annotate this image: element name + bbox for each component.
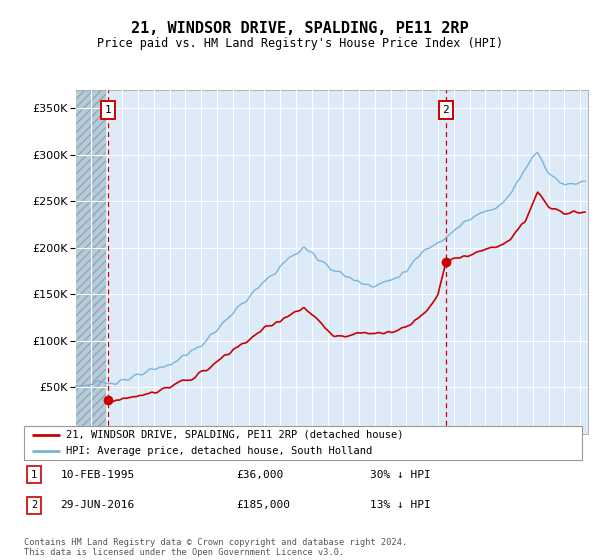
Text: 2: 2 <box>443 105 449 115</box>
Text: 21, WINDSOR DRIVE, SPALDING, PE11 2RP: 21, WINDSOR DRIVE, SPALDING, PE11 2RP <box>131 21 469 36</box>
Text: 30% ↓ HPI: 30% ↓ HPI <box>370 470 431 479</box>
Text: 13% ↓ HPI: 13% ↓ HPI <box>370 501 431 510</box>
Text: 10-FEB-1995: 10-FEB-1995 <box>60 470 134 479</box>
Text: Price paid vs. HM Land Registry's House Price Index (HPI): Price paid vs. HM Land Registry's House … <box>97 37 503 50</box>
Text: Contains HM Land Registry data © Crown copyright and database right 2024.
This d: Contains HM Land Registry data © Crown c… <box>24 538 407 557</box>
Text: 21, WINDSOR DRIVE, SPALDING, PE11 2RP (detached house): 21, WINDSOR DRIVE, SPALDING, PE11 2RP (d… <box>66 430 403 440</box>
Text: 1: 1 <box>31 470 37 479</box>
FancyBboxPatch shape <box>24 426 582 460</box>
Text: 2: 2 <box>31 501 37 510</box>
Text: HPI: Average price, detached house, South Holland: HPI: Average price, detached house, Sout… <box>66 446 372 456</box>
Text: £36,000: £36,000 <box>236 470 283 479</box>
Bar <box>75 71 106 434</box>
Text: 29-JUN-2016: 29-JUN-2016 <box>60 501 134 510</box>
Text: £185,000: £185,000 <box>236 501 290 510</box>
Text: 1: 1 <box>105 105 112 115</box>
